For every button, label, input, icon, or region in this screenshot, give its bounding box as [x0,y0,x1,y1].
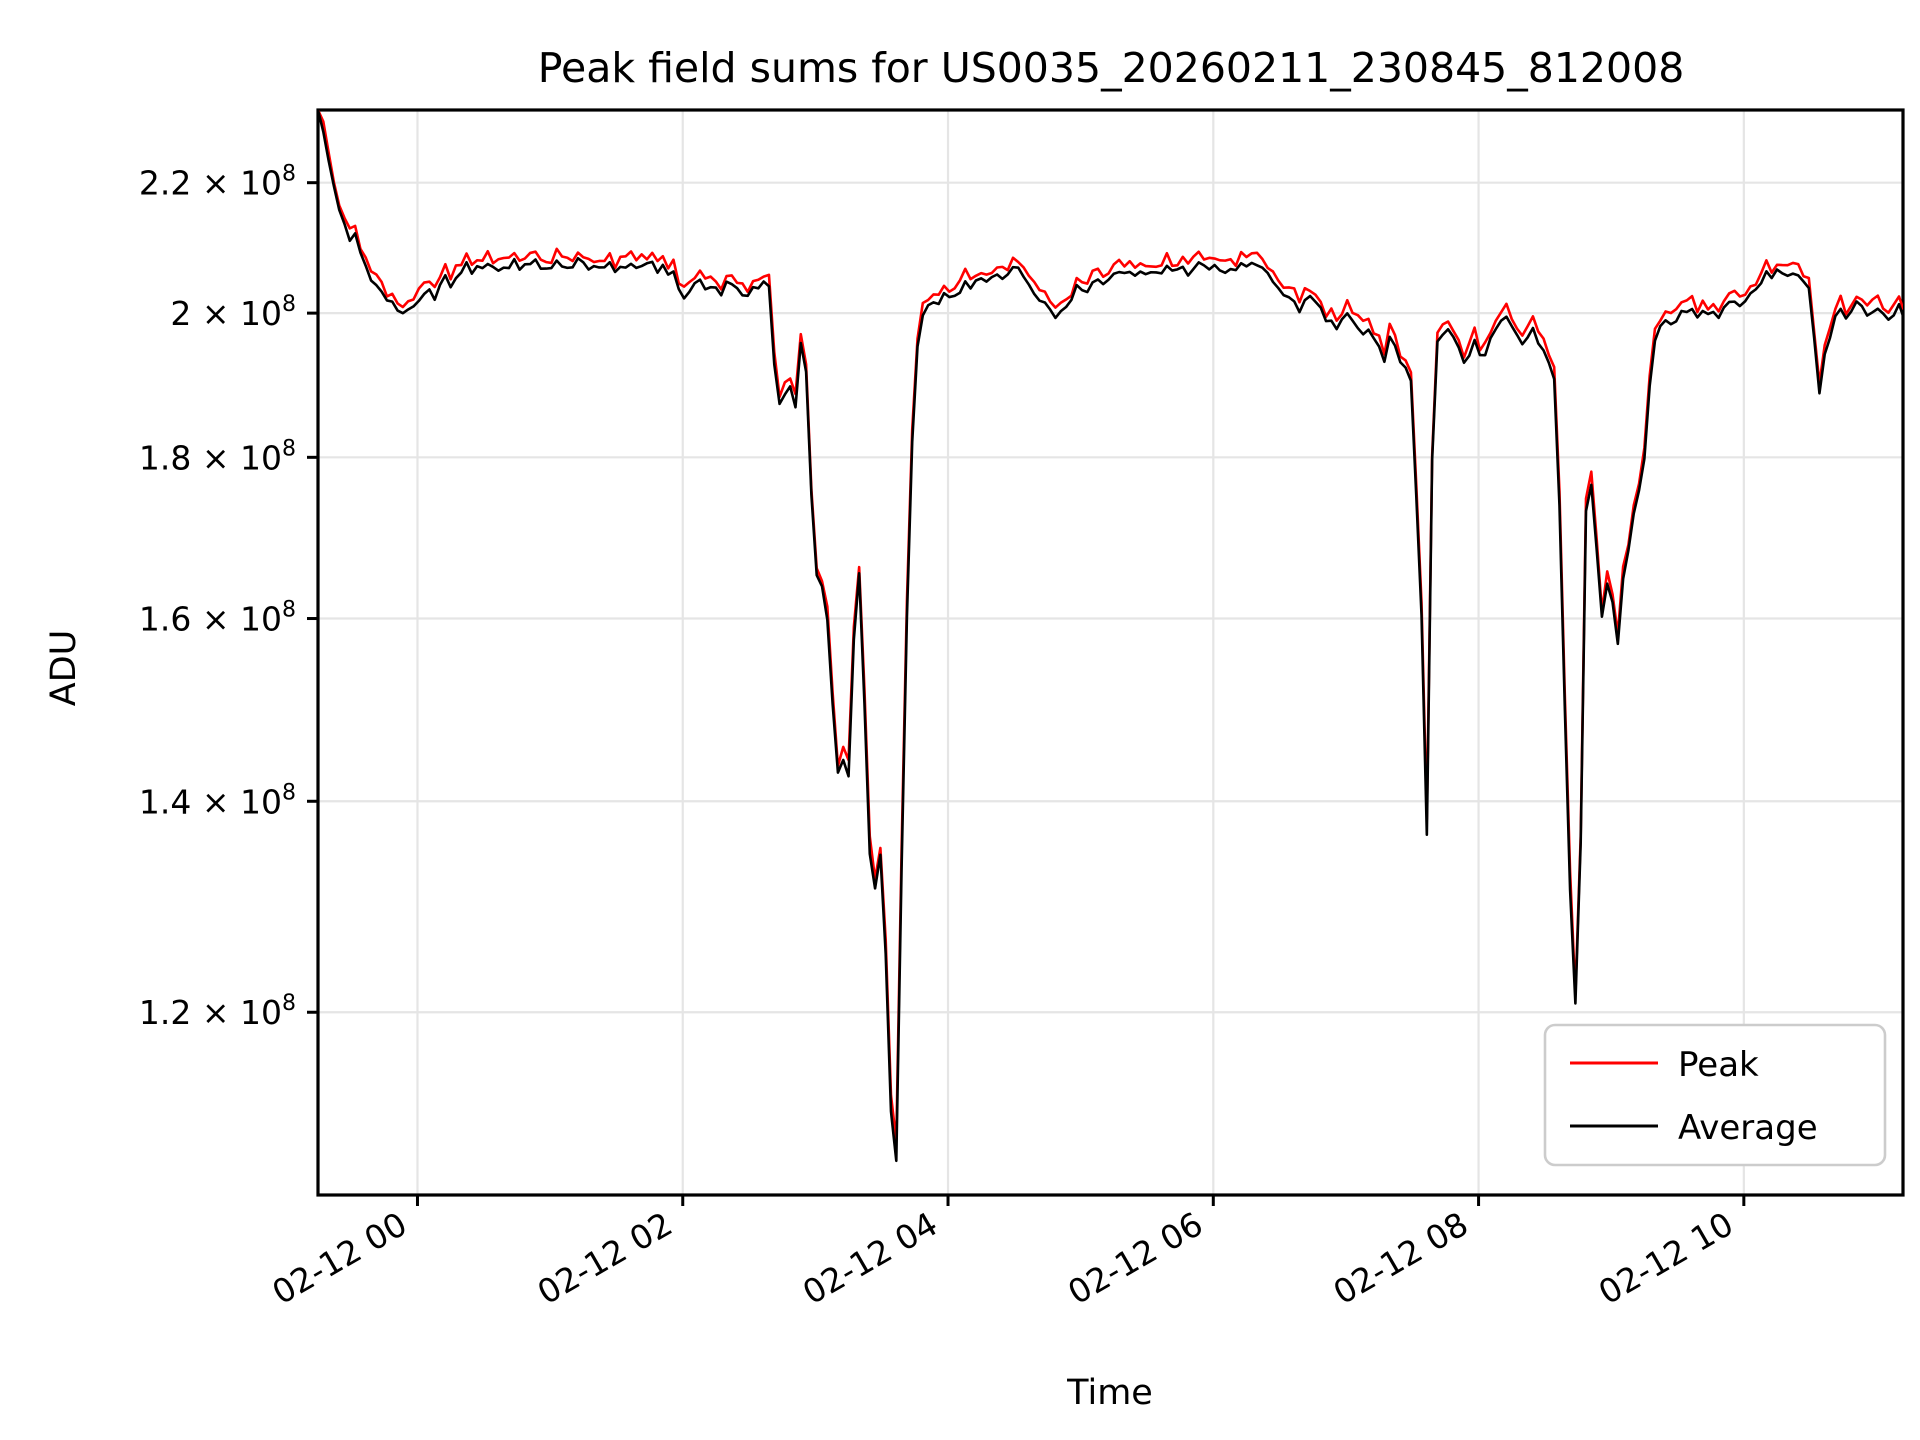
chart-title: Peak field sums for US0035_20260211_2308… [538,44,1685,92]
legend-label-peak[interactable]: Peak [1678,1045,1759,1085]
y-tick-label: 2 × 108 [170,292,296,333]
gridlines [318,110,1903,1195]
series-line-average [318,110,1903,1163]
data-series [318,110,1903,1163]
legend-label-average[interactable]: Average [1678,1108,1818,1148]
y-axis-label: ADU [44,630,84,707]
y-axis-ticks: 1.2 × 108 1.4 × 108 1.6 × 108 1.8 × 108 2 × … [139,162,318,1032]
y-tick-label: 1.8 × 108 [139,436,296,477]
y-tick-label: 2.2 × 108 [139,162,296,203]
x-axis-label: Time [1066,1373,1153,1413]
y-tick-label: 1.2 × 108 [139,991,296,1032]
plot-frame [316,108,1905,1197]
y-tick-label: 1.4 × 108 [139,780,296,821]
axes-spines [316,108,1905,1197]
chart-legend[interactable]: Peak Average [1543,1023,1887,1167]
y-tick-label: 1.6 × 108 [139,598,296,639]
legend-background [1543,1023,1887,1167]
